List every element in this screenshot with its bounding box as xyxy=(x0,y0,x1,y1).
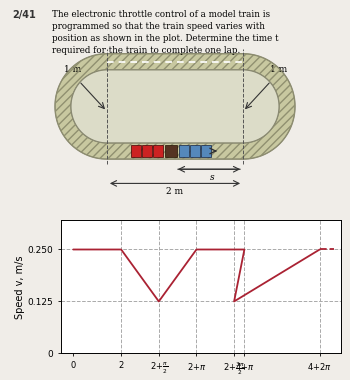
Bar xyxy=(142,145,152,157)
Y-axis label: Speed v, m/s: Speed v, m/s xyxy=(15,255,25,319)
Bar xyxy=(131,145,141,157)
Bar xyxy=(165,145,177,157)
Text: 1 m: 1 m xyxy=(64,65,82,74)
Bar xyxy=(179,145,189,157)
Polygon shape xyxy=(55,54,295,159)
Text: 2/41: 2/41 xyxy=(12,10,36,20)
Text: The electronic throttle control of a model train is
programmed so that the train: The electronic throttle control of a mod… xyxy=(52,10,279,55)
Text: 2 m: 2 m xyxy=(167,187,183,196)
Bar xyxy=(201,145,211,157)
Polygon shape xyxy=(71,70,279,143)
Bar xyxy=(153,145,163,157)
Text: s: s xyxy=(210,173,215,182)
Polygon shape xyxy=(71,70,279,143)
Text: 1 m: 1 m xyxy=(270,65,288,74)
Bar xyxy=(190,145,200,157)
